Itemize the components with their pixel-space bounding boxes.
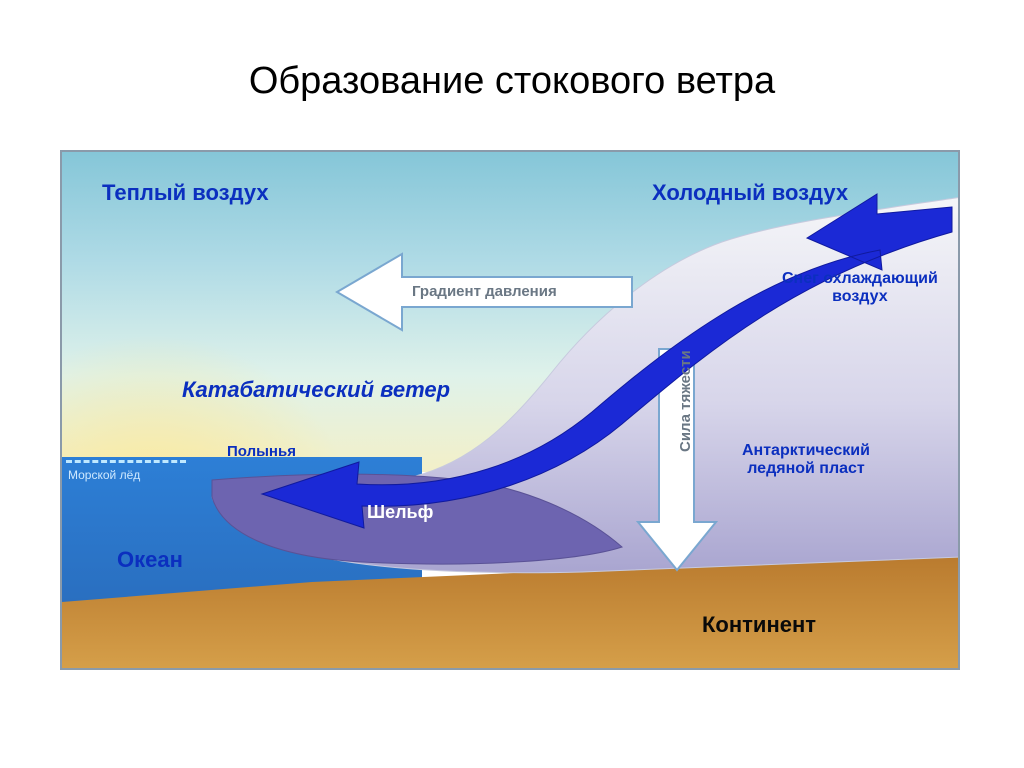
- label-ocean: Океан: [117, 547, 183, 573]
- label-warm-air: Теплый воздух: [102, 180, 269, 206]
- label-shelf: Шельф: [367, 502, 433, 523]
- label-pressure-gradient: Градиент давления: [412, 283, 557, 300]
- label-cold-air: Холодный воздух: [652, 180, 848, 206]
- label-continent: Континент: [702, 612, 816, 638]
- label-polynya: Полынья: [227, 443, 296, 460]
- label-gravity: Сила тяжести: [677, 350, 694, 452]
- label-snow-cooling: Снег охлаждающий воздух: [782, 270, 938, 306]
- diagram-frame: Теплый воздух Холодный воздух Градиент д…: [60, 150, 960, 670]
- label-ice-sheet: Антарктический ледяной пласт: [742, 442, 870, 478]
- diagram-canvas: Теплый воздух Холодный воздух Градиент д…: [62, 152, 958, 668]
- label-sea-ice: Морской лёд: [68, 468, 140, 482]
- page-title: Образование стокового ветра: [0, 60, 1024, 103]
- label-katabatic-wind: Катабатический ветер: [182, 377, 450, 403]
- sea-ice-line: [66, 460, 186, 463]
- diagram-svg: [62, 152, 960, 670]
